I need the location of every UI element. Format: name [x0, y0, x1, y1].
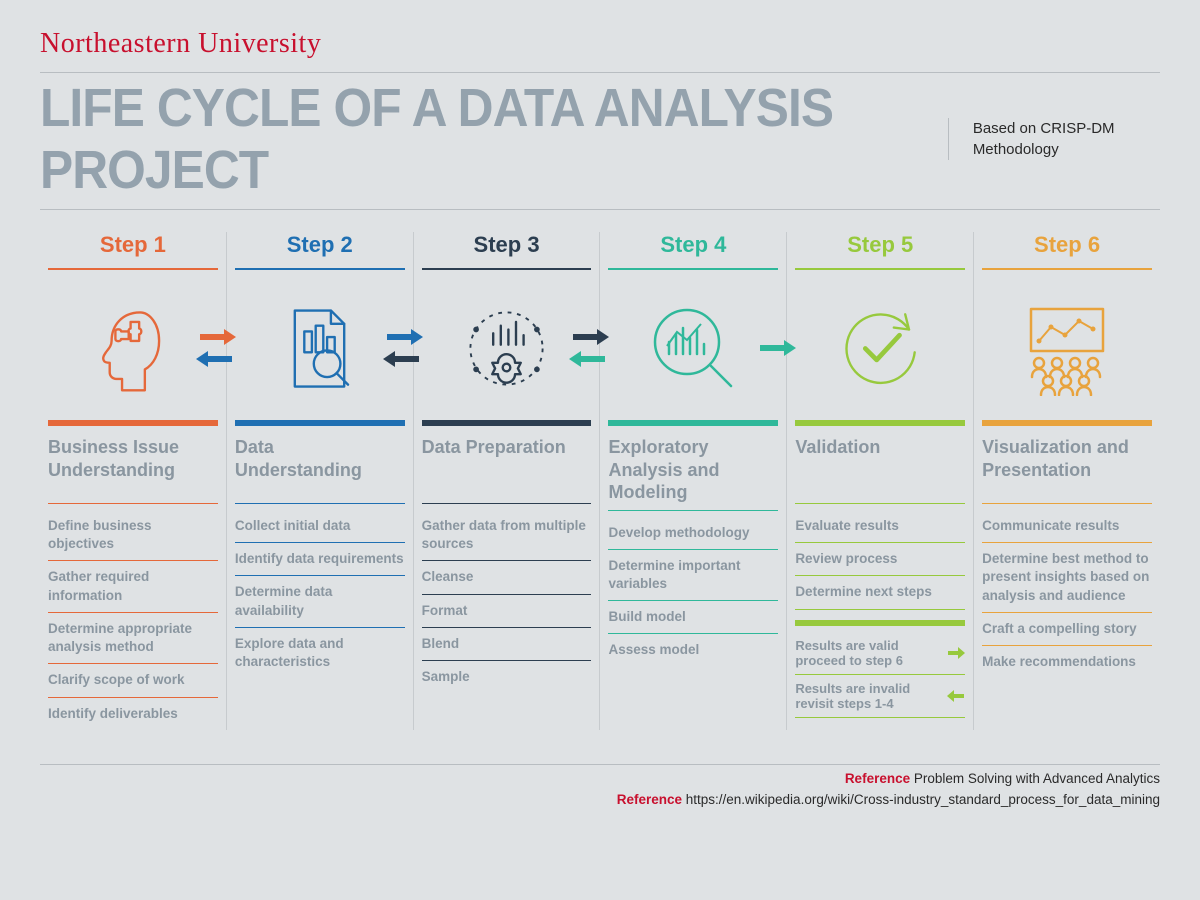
step-column-4: Step 4 Exploratory Analysis and Modeling… [599, 232, 786, 730]
step-column-6: Step 6 Visualization and Presentation Com… [973, 232, 1160, 730]
flow-arrow-icon [383, 328, 427, 368]
main-title: LIFE CYCLE OF A DATA ANALYSIS PROJECT [40, 77, 875, 201]
steps-row: Step 1 Business Issue Understanding Defin… [40, 232, 1160, 730]
check-cycle-icon [795, 288, 965, 408]
task-item: Make recommendations [982, 646, 1152, 678]
task-item: Craft a compelling story [982, 613, 1152, 646]
presentation-icon [982, 288, 1152, 408]
task-item: Review process [795, 543, 965, 576]
flow-arrow-icon [569, 328, 613, 368]
step-label: Step 2 [235, 232, 405, 264]
divider-mid [40, 209, 1160, 210]
task-item: Determine appropriate analysis method [48, 613, 218, 664]
task-item: Cleanse [422, 561, 592, 594]
step-title: Exploratory Analysis and Modeling [608, 436, 778, 511]
step-column-1: Step 1 Business Issue Understanding Defin… [40, 232, 226, 730]
decision-arrow-icon [947, 689, 965, 703]
task-item: Determine next steps [795, 576, 965, 609]
step-label: Step 6 [982, 232, 1152, 264]
title-row: LIFE CYCLE OF A DATA ANALYSIS PROJECT Ba… [40, 73, 1160, 209]
task-item: Identify data requirements [235, 543, 405, 576]
step-label: Step 5 [795, 232, 965, 264]
task-item: Gather data from multiple sources [422, 510, 592, 561]
task-item: Sample [422, 661, 592, 693]
task-item: Determine best method to present insight… [982, 543, 1152, 613]
step-title: Business Issue Understanding [48, 436, 218, 504]
task-item: Determine important variables [608, 550, 778, 601]
step-title: Validation [795, 436, 965, 504]
magnify-chart-icon [608, 288, 778, 408]
decision-arrow-icon [947, 646, 965, 660]
step-title: Visualization and Presentation [982, 436, 1152, 504]
task-item: Communicate results [982, 510, 1152, 543]
reference-line: Reference https://en.wikipedia.org/wiki/… [40, 792, 1160, 807]
task-item: Clarify scope of work [48, 664, 218, 697]
flow-arrow-icon [196, 328, 240, 368]
flow-arrow-icon [756, 339, 800, 357]
head-puzzle-icon [48, 288, 218, 408]
task-item: Define business objectives [48, 510, 218, 561]
task-item: Build model [608, 601, 778, 634]
task-item: Assess model [608, 634, 778, 666]
university-name: Northeastern University [40, 28, 1160, 60]
reference-line: Reference Problem Solving with Advanced … [40, 771, 1160, 786]
task-item: Identify deliverables [48, 698, 218, 730]
task-item: Collect initial data [235, 510, 405, 543]
footer: Reference Problem Solving with Advanced … [40, 764, 1160, 807]
task-item: Evaluate results [795, 510, 965, 543]
step-column-3: Step 3 Data Preparation Gather data from … [413, 232, 600, 730]
step-column-2: Step 2 Data Understanding Collect initial… [226, 232, 413, 730]
divider-bottom [40, 764, 1160, 765]
decision-item: Results are invalid revisit steps 1-4 [795, 675, 965, 718]
step-label: Step 3 [422, 232, 592, 264]
step-label: Step 1 [48, 232, 218, 264]
subtitle: Based on CRISP-DM Methodology [948, 118, 1160, 160]
task-item: Blend [422, 628, 592, 661]
task-item: Determine data availability [235, 576, 405, 627]
task-item: Explore data and characteristics [235, 628, 405, 678]
gear-chart-icon [422, 288, 592, 408]
task-item: Gather required information [48, 561, 218, 612]
step-title: Data Preparation [422, 436, 592, 504]
task-item: Develop methodology [608, 517, 778, 550]
decision-item: Results are valid proceed to step 6 [795, 632, 965, 675]
step-column-5: Step 5 Validation Evaluate resultsReview … [786, 232, 973, 730]
document-chart-icon [235, 288, 405, 408]
task-item: Format [422, 595, 592, 628]
step-label: Step 4 [608, 232, 778, 264]
step-title: Data Understanding [235, 436, 405, 504]
